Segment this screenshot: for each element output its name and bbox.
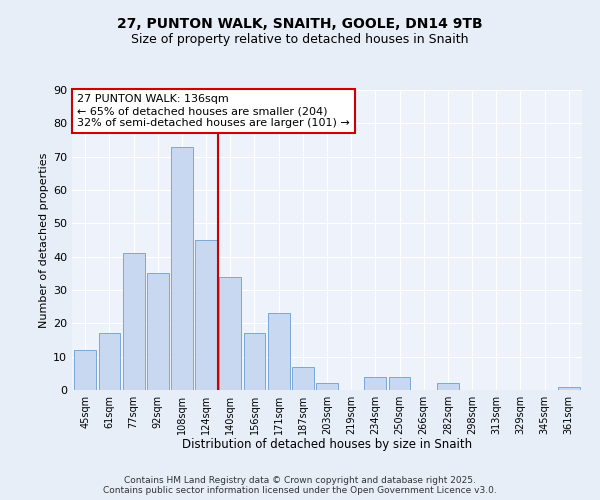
Bar	[364, 376, 386, 390]
Bar	[558, 386, 580, 390]
Y-axis label: Number of detached properties: Number of detached properties	[39, 152, 49, 328]
X-axis label: Distribution of detached houses by size in Snaith: Distribution of detached houses by size …	[182, 438, 472, 452]
Bar	[123, 254, 145, 390]
Bar	[98, 334, 121, 390]
Bar	[147, 274, 169, 390]
Bar	[74, 350, 96, 390]
Text: Size of property relative to detached houses in Snaith: Size of property relative to detached ho…	[131, 32, 469, 46]
Text: 27 PUNTON WALK: 136sqm
← 65% of detached houses are smaller (204)
32% of semi-de: 27 PUNTON WALK: 136sqm ← 65% of detached…	[77, 94, 350, 128]
Bar	[171, 146, 193, 390]
Bar	[389, 376, 410, 390]
Bar	[316, 384, 338, 390]
Bar	[292, 366, 314, 390]
Text: Contains HM Land Registry data © Crown copyright and database right 2025.
Contai: Contains HM Land Registry data © Crown c…	[103, 476, 497, 495]
Text: 27, PUNTON WALK, SNAITH, GOOLE, DN14 9TB: 27, PUNTON WALK, SNAITH, GOOLE, DN14 9TB	[117, 18, 483, 32]
Bar	[195, 240, 217, 390]
Bar	[268, 314, 290, 390]
Bar	[220, 276, 241, 390]
Bar	[437, 384, 459, 390]
Bar	[244, 334, 265, 390]
